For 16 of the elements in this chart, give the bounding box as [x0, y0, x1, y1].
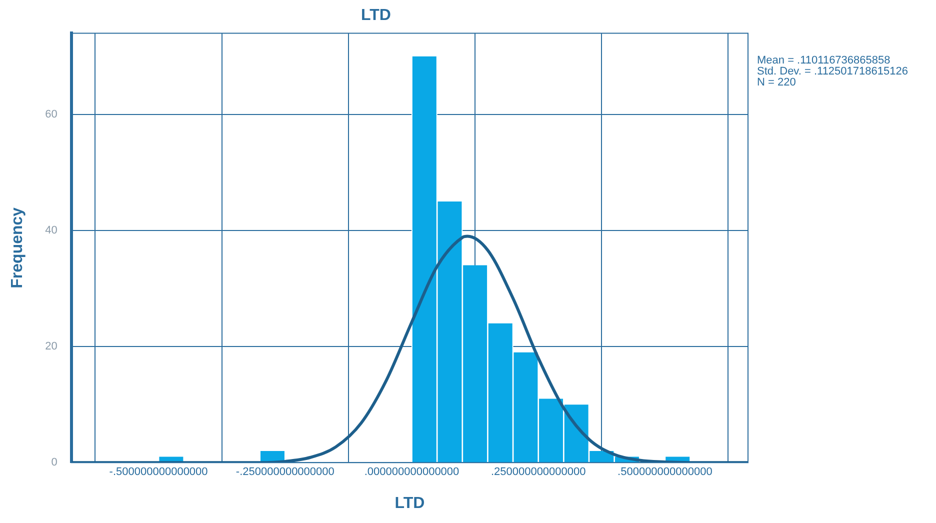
text: N = 220: [757, 76, 796, 89]
chart-title: LTD: [361, 7, 391, 24]
x-tick-label: -.500000000000000: [109, 466, 208, 478]
text: Mean = .110116736865858: [757, 54, 890, 67]
y-tick-label: 20: [45, 340, 58, 353]
y-tick-label: 0: [51, 456, 58, 469]
line-series: [71, 234, 748, 463]
y-axis-title: Frequency: [9, 207, 26, 288]
x-tick-label: .500000000000000: [618, 466, 712, 478]
x-tick-label: .250000000000000: [490, 466, 586, 478]
x-tick-label: .000000000000000: [364, 466, 460, 478]
y-tick-label: 40: [45, 224, 58, 237]
x-tick-label: -.250000000000000: [236, 466, 334, 478]
y-tick-label: 60: [45, 108, 58, 120]
text: Std. Dev. = .112501718615126: [757, 66, 908, 78]
x-axis-title: LTD: [394, 494, 425, 512]
